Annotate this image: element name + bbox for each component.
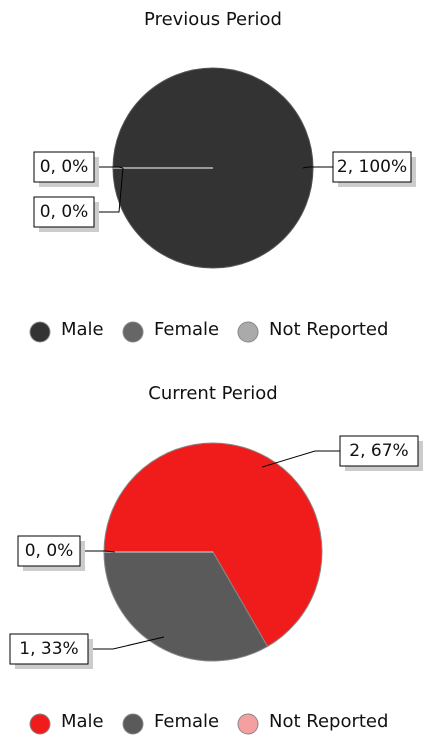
label-box (339, 435, 419, 467)
legend-label: Male (61, 711, 104, 732)
data-label: 2, 67% (349, 441, 408, 461)
leader-line (94, 167, 124, 213)
label-box (332, 151, 412, 183)
legend-marker (237, 713, 259, 735)
leader-line (302, 166, 333, 169)
label-box (33, 196, 95, 228)
chart-title: Previous Period (144, 9, 282, 30)
leader-line (94, 166, 124, 169)
data-label: 0, 0% (40, 157, 89, 177)
label-box (17, 535, 81, 567)
data-label: 0, 0% (40, 202, 89, 222)
legend-marker (237, 321, 259, 343)
data-label: 1, 33% (19, 639, 78, 659)
leader-line (261, 450, 340, 468)
legend-label: Not Reported (269, 319, 388, 340)
data-label: 0, 0% (25, 541, 74, 561)
label-box (9, 633, 89, 665)
legend-marker (29, 713, 51, 735)
legend-marker (122, 713, 144, 735)
legend-marker (122, 321, 144, 343)
legend-label: Female (154, 711, 219, 732)
legend-label: Male (61, 319, 104, 340)
leader-line (80, 550, 115, 553)
pie-slice (103, 551, 269, 662)
data-label: 2, 100% (337, 157, 407, 177)
legend-label: Not Reported (269, 711, 388, 732)
leader-line (88, 636, 165, 650)
legend-label: Female (154, 319, 219, 340)
pie-slice (103, 442, 323, 648)
label-box (33, 151, 95, 183)
chart-title: Current Period (148, 383, 277, 404)
legend-marker (29, 321, 51, 343)
